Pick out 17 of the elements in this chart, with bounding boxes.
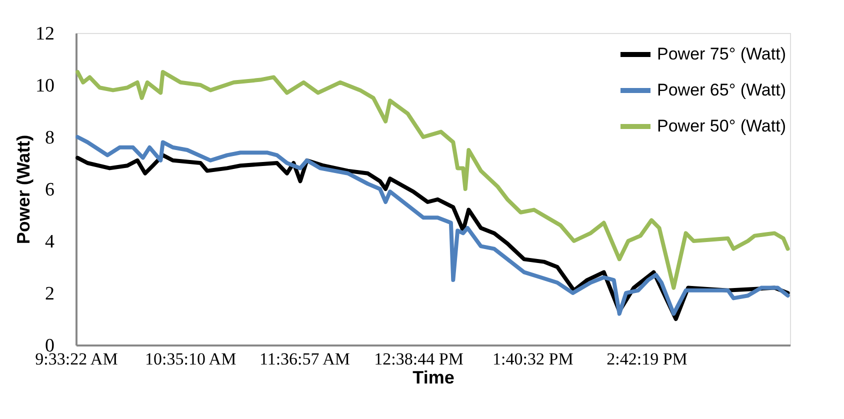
line-series: [76, 70, 790, 290]
x-tick-label: 11:36:57 AM: [259, 350, 350, 368]
y-tick-label: 12: [36, 24, 54, 44]
y-tick-label: 6: [45, 180, 54, 200]
x-axis-title: Time: [412, 368, 454, 388]
x-tick-label: 10:35:10 AM: [145, 350, 236, 368]
x-tick-label: 1:40:32 PM: [492, 350, 574, 368]
x-tick-label: 2:42:19 PM: [606, 350, 688, 368]
y-tick-label: 10: [36, 76, 54, 96]
y-tick-label: 4: [45, 232, 55, 252]
legend-label: Power 65° (Watt): [657, 80, 786, 100]
x-tick-label: 12:38:44 PM: [374, 350, 464, 368]
y-tick-label: 8: [45, 128, 54, 148]
legend-label: Power 75° (Watt): [657, 44, 786, 64]
y-axis-title: Power (Watt): [14, 134, 34, 244]
legend-label: Power 50° (Watt): [657, 116, 786, 136]
y-tick-label: 2: [45, 284, 54, 304]
